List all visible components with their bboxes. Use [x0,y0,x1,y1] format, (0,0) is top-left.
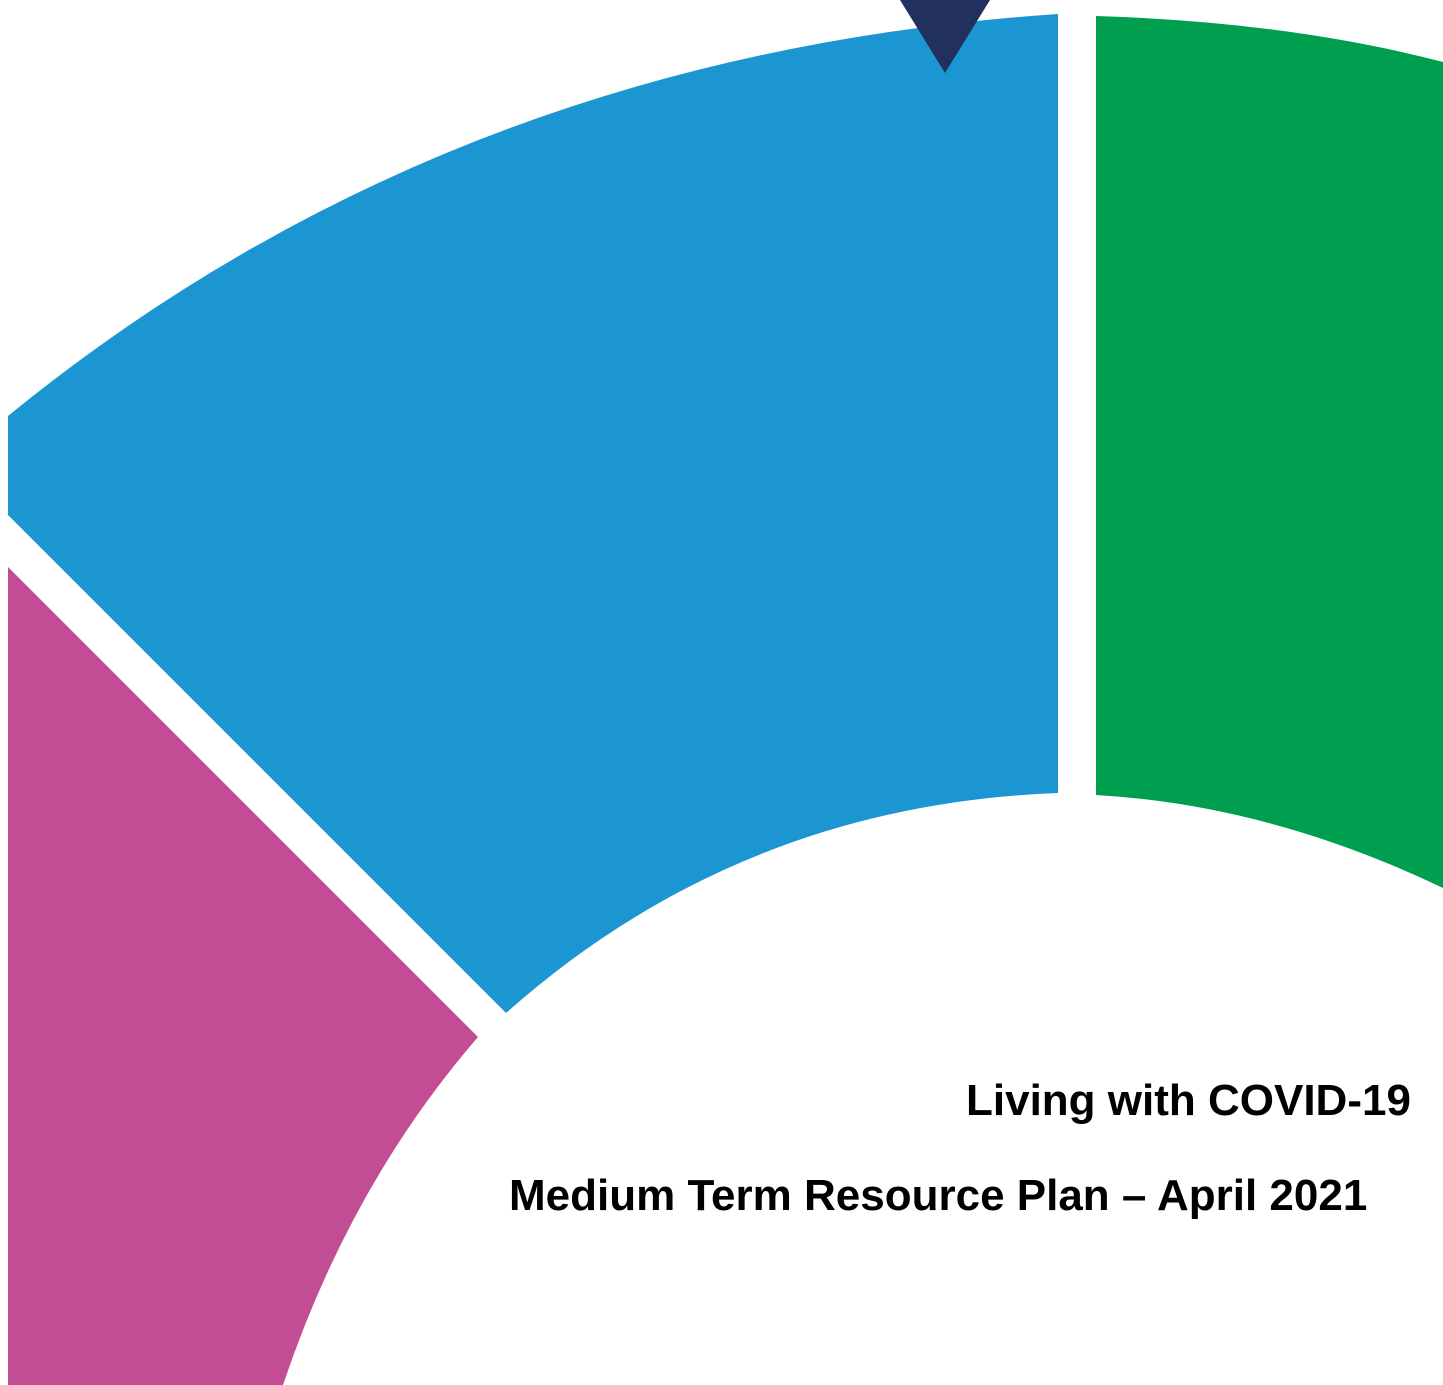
blue-ring-segment [8,14,1058,1013]
pointer-triangle-icon [900,0,990,73]
magenta-ring-segment [8,567,478,1385]
green-ring-segment [1096,16,1443,888]
